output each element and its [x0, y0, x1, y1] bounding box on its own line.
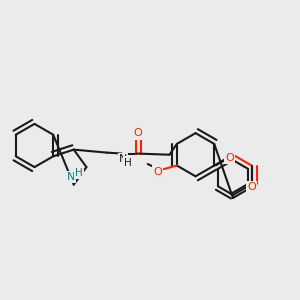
- Text: O: O: [133, 128, 142, 138]
- Text: N: N: [67, 172, 75, 182]
- Text: O: O: [226, 153, 234, 163]
- Text: O: O: [247, 182, 256, 192]
- Text: O: O: [154, 167, 162, 176]
- Text: H: H: [124, 158, 131, 167]
- Text: H: H: [75, 168, 83, 178]
- Text: N: N: [119, 154, 127, 164]
